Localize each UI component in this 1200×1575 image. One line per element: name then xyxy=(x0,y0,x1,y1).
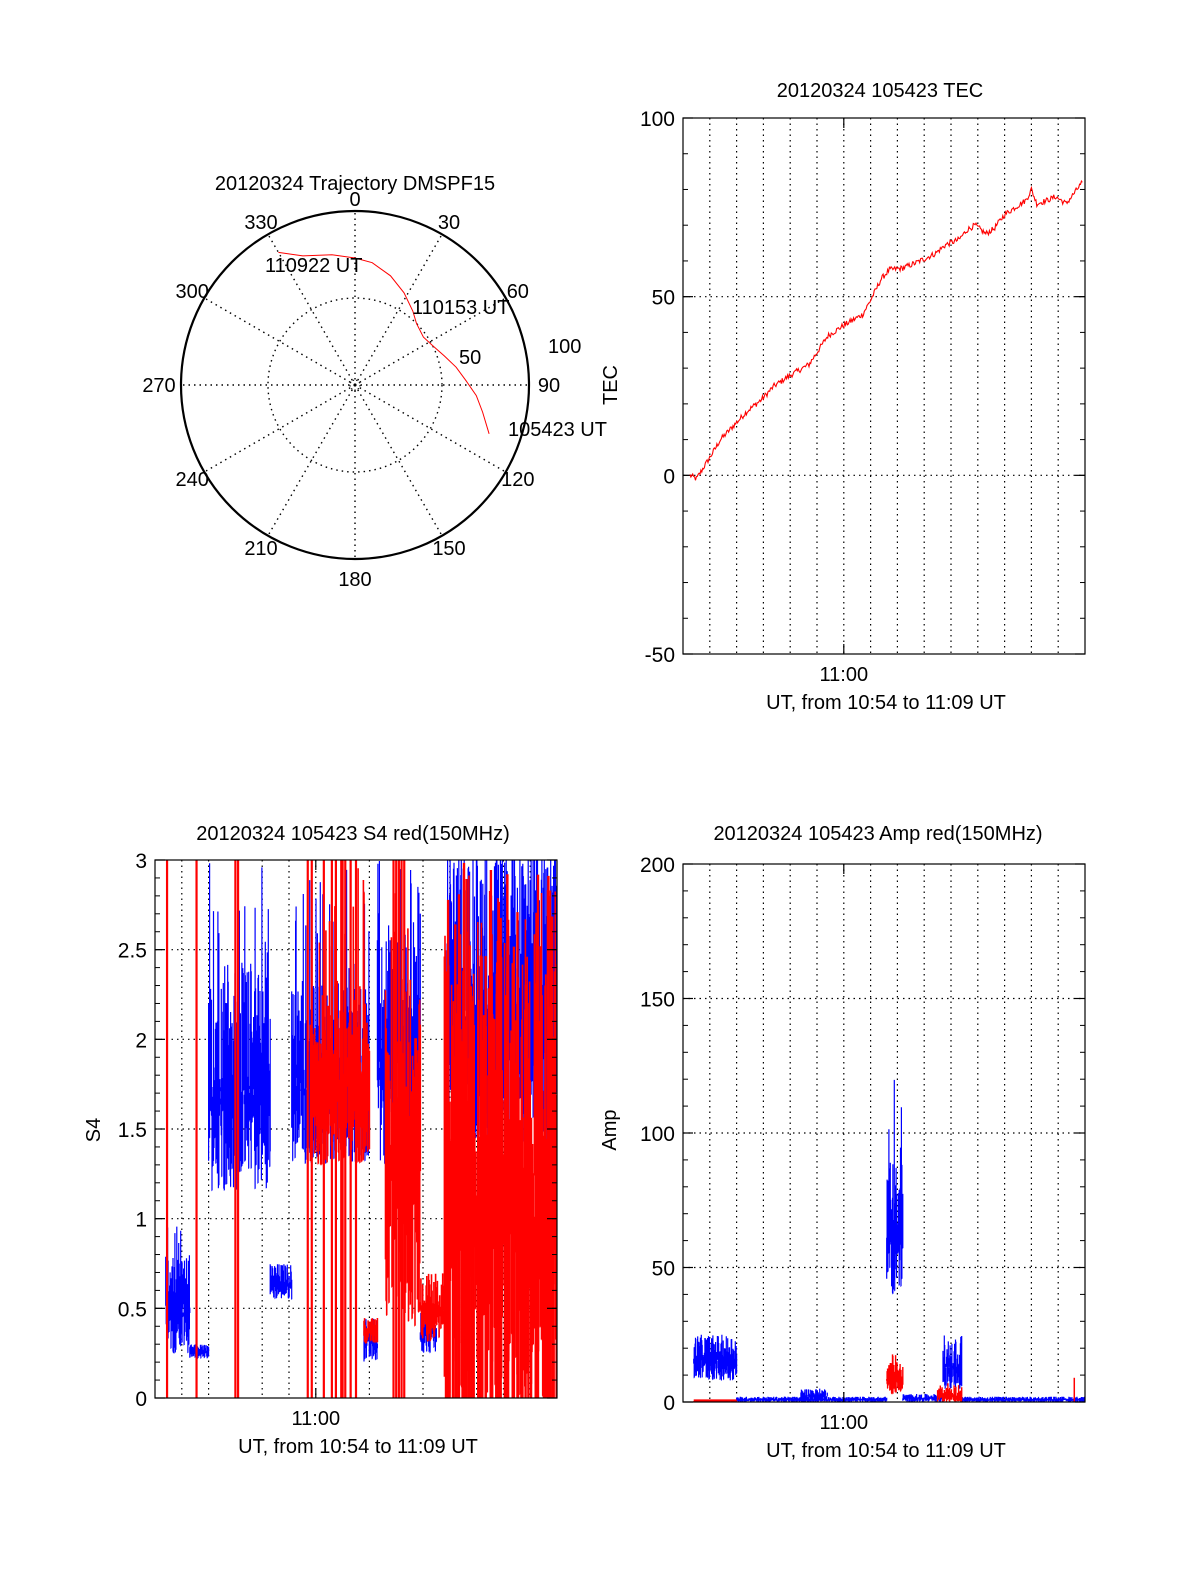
y-tick-label-0: 0 xyxy=(663,1392,675,1415)
polar-angle-label-0: 0 xyxy=(349,189,360,211)
amp-title: 20120324 105423 Amp red(150MHz) xyxy=(713,823,1042,845)
y-tick-label-2.5: 2.5 xyxy=(118,940,147,963)
trajectory-track-line xyxy=(278,251,490,434)
polar-angle-label-90: 90 xyxy=(538,375,560,397)
s4-y-tick-labels: 0 0.5 1 1.5 2 2.5 3 xyxy=(118,850,147,1411)
y-tick-label-2: 2 xyxy=(135,1029,147,1052)
polar-grid-center xyxy=(349,379,361,391)
tec-y-tick-labels: -50 0 50 100 xyxy=(640,108,675,667)
polar-spoke-330 xyxy=(267,233,356,386)
track-end-label: 110922 UT xyxy=(265,255,362,277)
s4-data xyxy=(165,860,557,1398)
polar-angle-labels: 0 30 60 90 120 150 180 210 240 270 300 330 xyxy=(142,189,560,591)
amp-frame xyxy=(682,863,1086,1403)
amp-y-axis-label: Amp xyxy=(599,1109,621,1150)
polar-angle-label-300: 300 xyxy=(175,281,208,303)
y-tick-label-100: 100 xyxy=(640,108,675,131)
polar-outer-ring xyxy=(179,209,531,561)
trajectory-polar-plot: 20120324 Trajectory DMSPF15 0 30 60 90 120 15… xyxy=(142,173,622,591)
y-tick-label-100: 100 xyxy=(640,1123,675,1146)
y-tick-label-1: 1 xyxy=(135,1209,147,1232)
tec-frame xyxy=(682,117,1086,655)
y-tick-label-0: 0 xyxy=(135,1388,147,1411)
amp-plot: 20120324 105423 Amp red(150MHz) 0 50 100 15… xyxy=(599,823,1086,1462)
y-tick-label-50: 50 xyxy=(652,1258,675,1281)
tec-title: 20120324 105423 TEC xyxy=(777,80,983,102)
polar-angle-label-120: 120 xyxy=(501,469,534,491)
tec-ticks xyxy=(683,117,1085,655)
polar-angle-label-330: 330 xyxy=(244,212,277,234)
s4-x-tick-1100: 11:00 xyxy=(292,1408,341,1430)
s4-y-axis-label: S4 xyxy=(83,1118,105,1142)
radial-axis-label: TEC xyxy=(600,365,622,405)
tec-x-axis-label: UT, from 10:54 to 11:09 UT xyxy=(766,692,1006,714)
s4-plot: 20120324 105423 S4 red(150MHz) 0 0.5 1 1.5 2… xyxy=(83,823,558,1458)
track-mid-label: 110153 UT xyxy=(412,297,509,319)
tec-plot: 20120324 105423 TEC -50 0 50 100 11:00 UT, … xyxy=(640,80,1086,714)
amp-x-axis-label: UT, from 10:54 to 11:09 UT xyxy=(766,1440,1006,1462)
amp-grid xyxy=(683,864,1085,1402)
y-tick-label--50: -50 xyxy=(645,644,675,667)
y-tick-label-3: 3 xyxy=(135,850,147,873)
s4-frame xyxy=(154,859,558,1399)
series-blue-channel-trace xyxy=(693,1079,1085,1402)
polar-spoke-30 xyxy=(354,233,443,386)
polar-angle-label-240: 240 xyxy=(175,469,208,491)
polar-angle-label-60: 60 xyxy=(507,281,529,303)
polar-spoke-120 xyxy=(354,384,507,473)
polar-angle-label-150: 150 xyxy=(432,538,465,560)
tec-data xyxy=(689,179,1083,481)
polar-angle-label-270: 270 xyxy=(142,375,175,397)
polar-spoke-150 xyxy=(354,384,443,537)
polar-spoke-210 xyxy=(267,384,356,537)
polar-angle-label-180: 180 xyxy=(338,569,371,591)
radial-tick-100: 100 xyxy=(548,336,581,358)
y-tick-label-0: 0 xyxy=(663,465,675,488)
amp-y-tick-labels: 0 50 100 150 200 xyxy=(640,854,675,1415)
amp-data xyxy=(693,1079,1085,1402)
y-tick-label-150: 150 xyxy=(640,989,675,1012)
y-tick-label-1.5: 1.5 xyxy=(118,1119,147,1142)
s4-title: 20120324 105423 S4 red(150MHz) xyxy=(196,823,510,845)
radial-tick-50: 50 xyxy=(459,347,481,369)
s4-x-axis-label: UT, from 10:54 to 11:09 UT xyxy=(238,1436,478,1458)
y-tick-label-0.5: 0.5 xyxy=(118,1298,147,1321)
y-tick-label-50: 50 xyxy=(652,287,675,310)
y-tick-label-200: 200 xyxy=(640,854,675,877)
tec-series-line xyxy=(689,179,1083,481)
polar-angle-label-210: 210 xyxy=(244,538,277,560)
tec-x-tick-1100: 11:00 xyxy=(820,664,869,686)
amp-x-tick-1100: 11:00 xyxy=(820,1412,869,1434)
polar-angle-label-30: 30 xyxy=(438,212,460,234)
polar-spoke-300 xyxy=(203,297,356,386)
tec-grid xyxy=(683,118,1085,654)
polar-spoke-240 xyxy=(203,384,356,473)
polar-grid-circle-50 xyxy=(267,297,443,473)
trajectory-title: 20120324 Trajectory DMSPF15 xyxy=(215,173,495,195)
polar-spoke-60 xyxy=(354,297,507,386)
track-start-label: 105423 UT xyxy=(508,419,607,441)
polar-grid xyxy=(181,211,529,559)
